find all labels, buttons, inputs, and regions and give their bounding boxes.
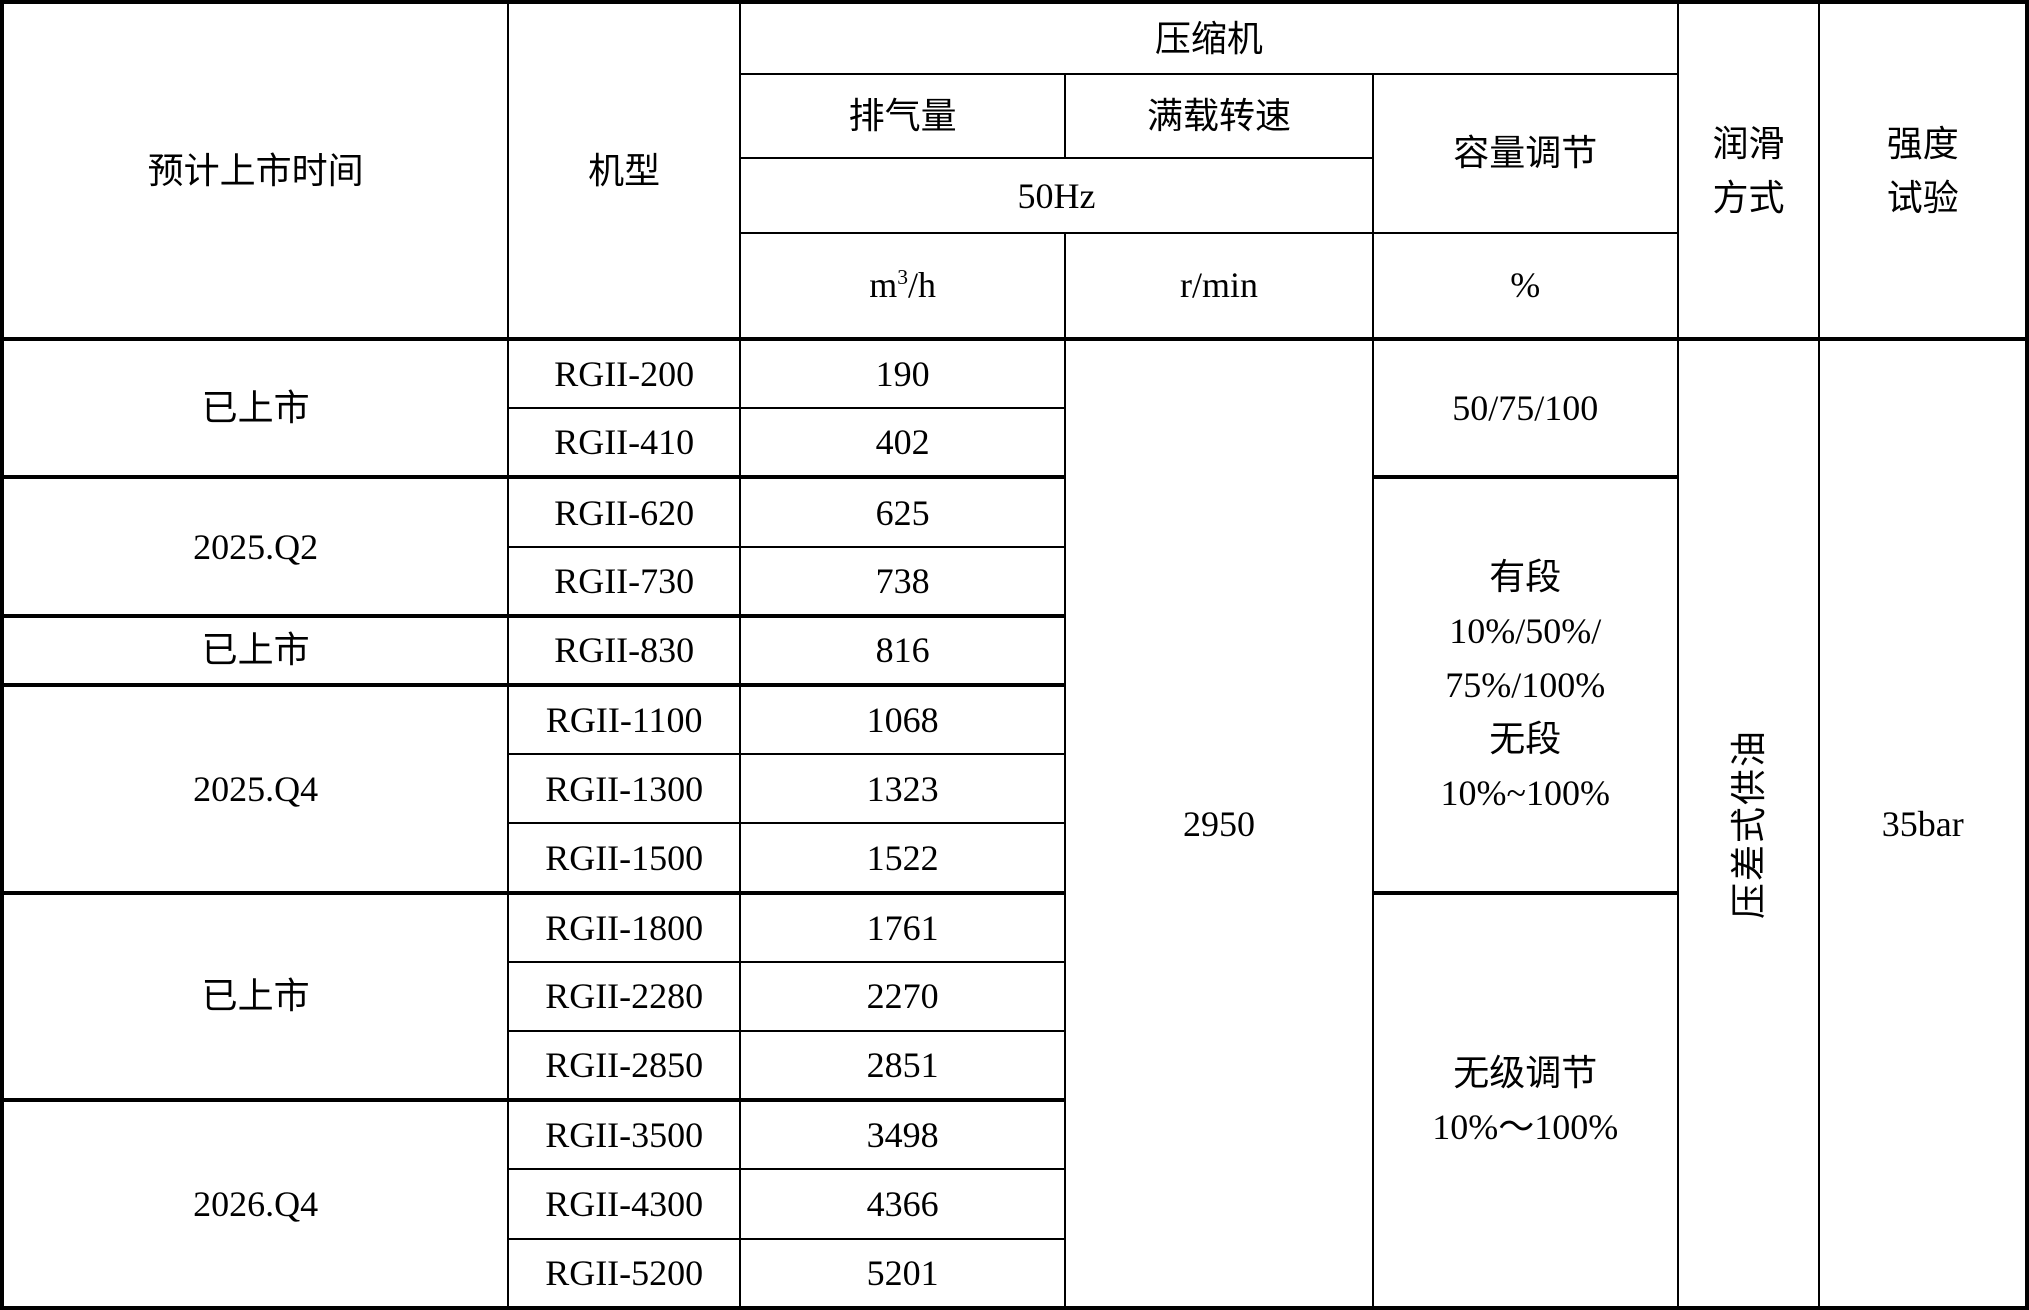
header-strength-line2: 试验 (1886, 177, 1959, 218)
model-cell: RGII-730 (507, 545, 742, 617)
lubrication-vertical-text: 压差式供油 (1728, 728, 1769, 919)
header-lubrication-line1: 润滑 (1712, 123, 1785, 164)
model-cell: RGII-3500 (507, 1098, 742, 1171)
model-cell: RGII-2850 (507, 1030, 742, 1102)
model-cell: RGII-620 (507, 475, 742, 548)
capacity-line: 无段 (1489, 719, 1562, 760)
model-cell: RGII-1300 (507, 753, 742, 825)
header-displacement: 排气量 (739, 73, 1067, 160)
capacity-bottom-cell: 无级调节 10%～100% (1371, 890, 1679, 1310)
flow-cell: 1761 (739, 890, 1067, 963)
model-cell: RGII-1100 (507, 683, 742, 756)
header-model: 机型 (507, 1, 742, 340)
header-strength-line1: 强度 (1886, 123, 1959, 164)
strength-cell: 35bar (1818, 337, 2028, 1309)
launch-time-cell: 已上市 (0, 613, 510, 687)
flow-cell: 816 (739, 613, 1067, 687)
unit-displacement: m3/h (739, 231, 1067, 341)
header-frequency: 50Hz (739, 157, 1374, 234)
model-cell: RGII-4300 (507, 1168, 742, 1240)
flow-cell: 1323 (739, 753, 1067, 825)
flow-cell: 1522 (739, 822, 1067, 894)
model-cell: RGII-2280 (507, 960, 742, 1033)
header-lubrication-method: 润滑 方式 (1676, 1, 1821, 340)
header-lubrication-line2: 方式 (1712, 177, 1785, 218)
header-compressor: 压缩机 (739, 0, 1679, 76)
flow-cell: 4366 (739, 1168, 1067, 1240)
flow-cell: 190 (739, 336, 1067, 410)
capacity-mid-cell: 有段 10%/50%/ 75%/100% 无段 10%~100% (1371, 475, 1679, 894)
header-strength-test: 强度 试验 (1818, 1, 2028, 340)
flow-cell: 2851 (739, 1030, 1067, 1102)
capacity-line: 75%/100% (1445, 665, 1606, 706)
header-full-load-speed: 满载转速 (1064, 73, 1374, 160)
model-cell: RGII-830 (507, 613, 742, 687)
lubrication-cell: 压差式供油 (1676, 337, 1821, 1309)
model-cell: RGII-1800 (507, 890, 742, 963)
capacity-top-cell: 50/75/100 (1371, 336, 1679, 479)
launch-time-cell: 2026.Q4 (0, 1098, 510, 1309)
model-cell: RGII-5200 (507, 1237, 742, 1310)
flow-cell: 402 (739, 407, 1067, 479)
unit-capacity: % (1371, 231, 1679, 341)
launch-time-cell: 已上市 (0, 890, 510, 1102)
capacity-line: 10%～100% (1432, 1107, 1619, 1148)
flow-cell: 5201 (739, 1237, 1067, 1310)
flow-cell: 2270 (739, 960, 1067, 1033)
full-load-speed-cell: 2950 (1064, 337, 1374, 1309)
capacity-line: 有段 (1489, 557, 1562, 598)
capacity-line: 10%~100% (1440, 773, 1610, 814)
unit-speed: r/min (1064, 231, 1374, 341)
unit-displacement-rest: /h (908, 265, 937, 306)
flow-cell: 625 (739, 475, 1067, 548)
launch-time-cell: 2025.Q4 (0, 683, 510, 894)
model-cell: RGII-1500 (507, 822, 742, 894)
flow-cell: 738 (739, 545, 1067, 617)
unit-displacement-base: m (869, 265, 898, 306)
header-launch-time: 预计上市时间 (0, 1, 510, 340)
capacity-line: 无级调节 (1453, 1053, 1598, 1094)
model-cell: RGII-410 (507, 407, 742, 479)
flow-cell: 1068 (739, 683, 1067, 756)
launch-time-cell: 2025.Q2 (0, 475, 510, 617)
launch-time-cell: 已上市 (0, 336, 510, 479)
flow-cell: 3498 (739, 1098, 1067, 1171)
unit-displacement-exponent: 3 (897, 265, 908, 290)
model-cell: RGII-200 (507, 336, 742, 410)
capacity-line: 10%/50%/ (1449, 611, 1602, 652)
header-capacity-adjustment: 容量调节 (1371, 73, 1679, 234)
